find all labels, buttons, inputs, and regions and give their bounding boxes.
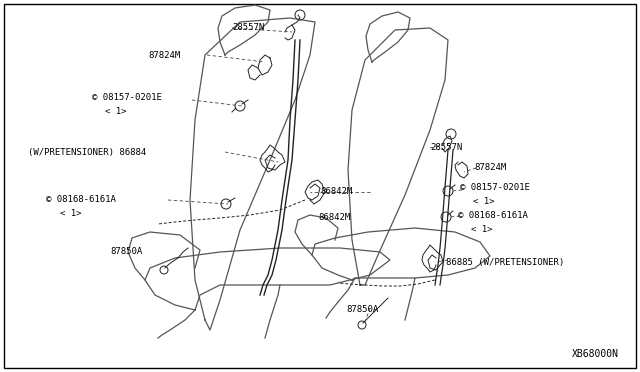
Text: XB68000N: XB68000N [572, 349, 619, 359]
Text: 87850A: 87850A [346, 305, 378, 314]
Text: < 1>: < 1> [105, 108, 127, 116]
Text: < 1>: < 1> [60, 209, 81, 218]
Text: 86842M: 86842M [318, 214, 350, 222]
Text: 28557N: 28557N [430, 144, 462, 153]
Text: 87850A: 87850A [110, 247, 142, 257]
Text: 28557N: 28557N [232, 23, 264, 32]
Text: 86842M: 86842M [320, 187, 352, 196]
Text: < 1>: < 1> [473, 198, 495, 206]
Text: © 08168-6161A: © 08168-6161A [46, 196, 116, 205]
Text: 87824M: 87824M [474, 164, 506, 173]
Text: (W/PRETENSIONER) 86884: (W/PRETENSIONER) 86884 [28, 148, 147, 157]
Text: © 08157-0201E: © 08157-0201E [92, 93, 162, 103]
Text: © 08168-6161A: © 08168-6161A [458, 212, 528, 221]
Text: 86885 (W/PRETENSIONER): 86885 (W/PRETENSIONER) [446, 257, 564, 266]
Text: © 08157-0201E: © 08157-0201E [460, 183, 530, 192]
Text: 87824M: 87824M [148, 51, 180, 60]
Text: < 1>: < 1> [471, 225, 493, 234]
